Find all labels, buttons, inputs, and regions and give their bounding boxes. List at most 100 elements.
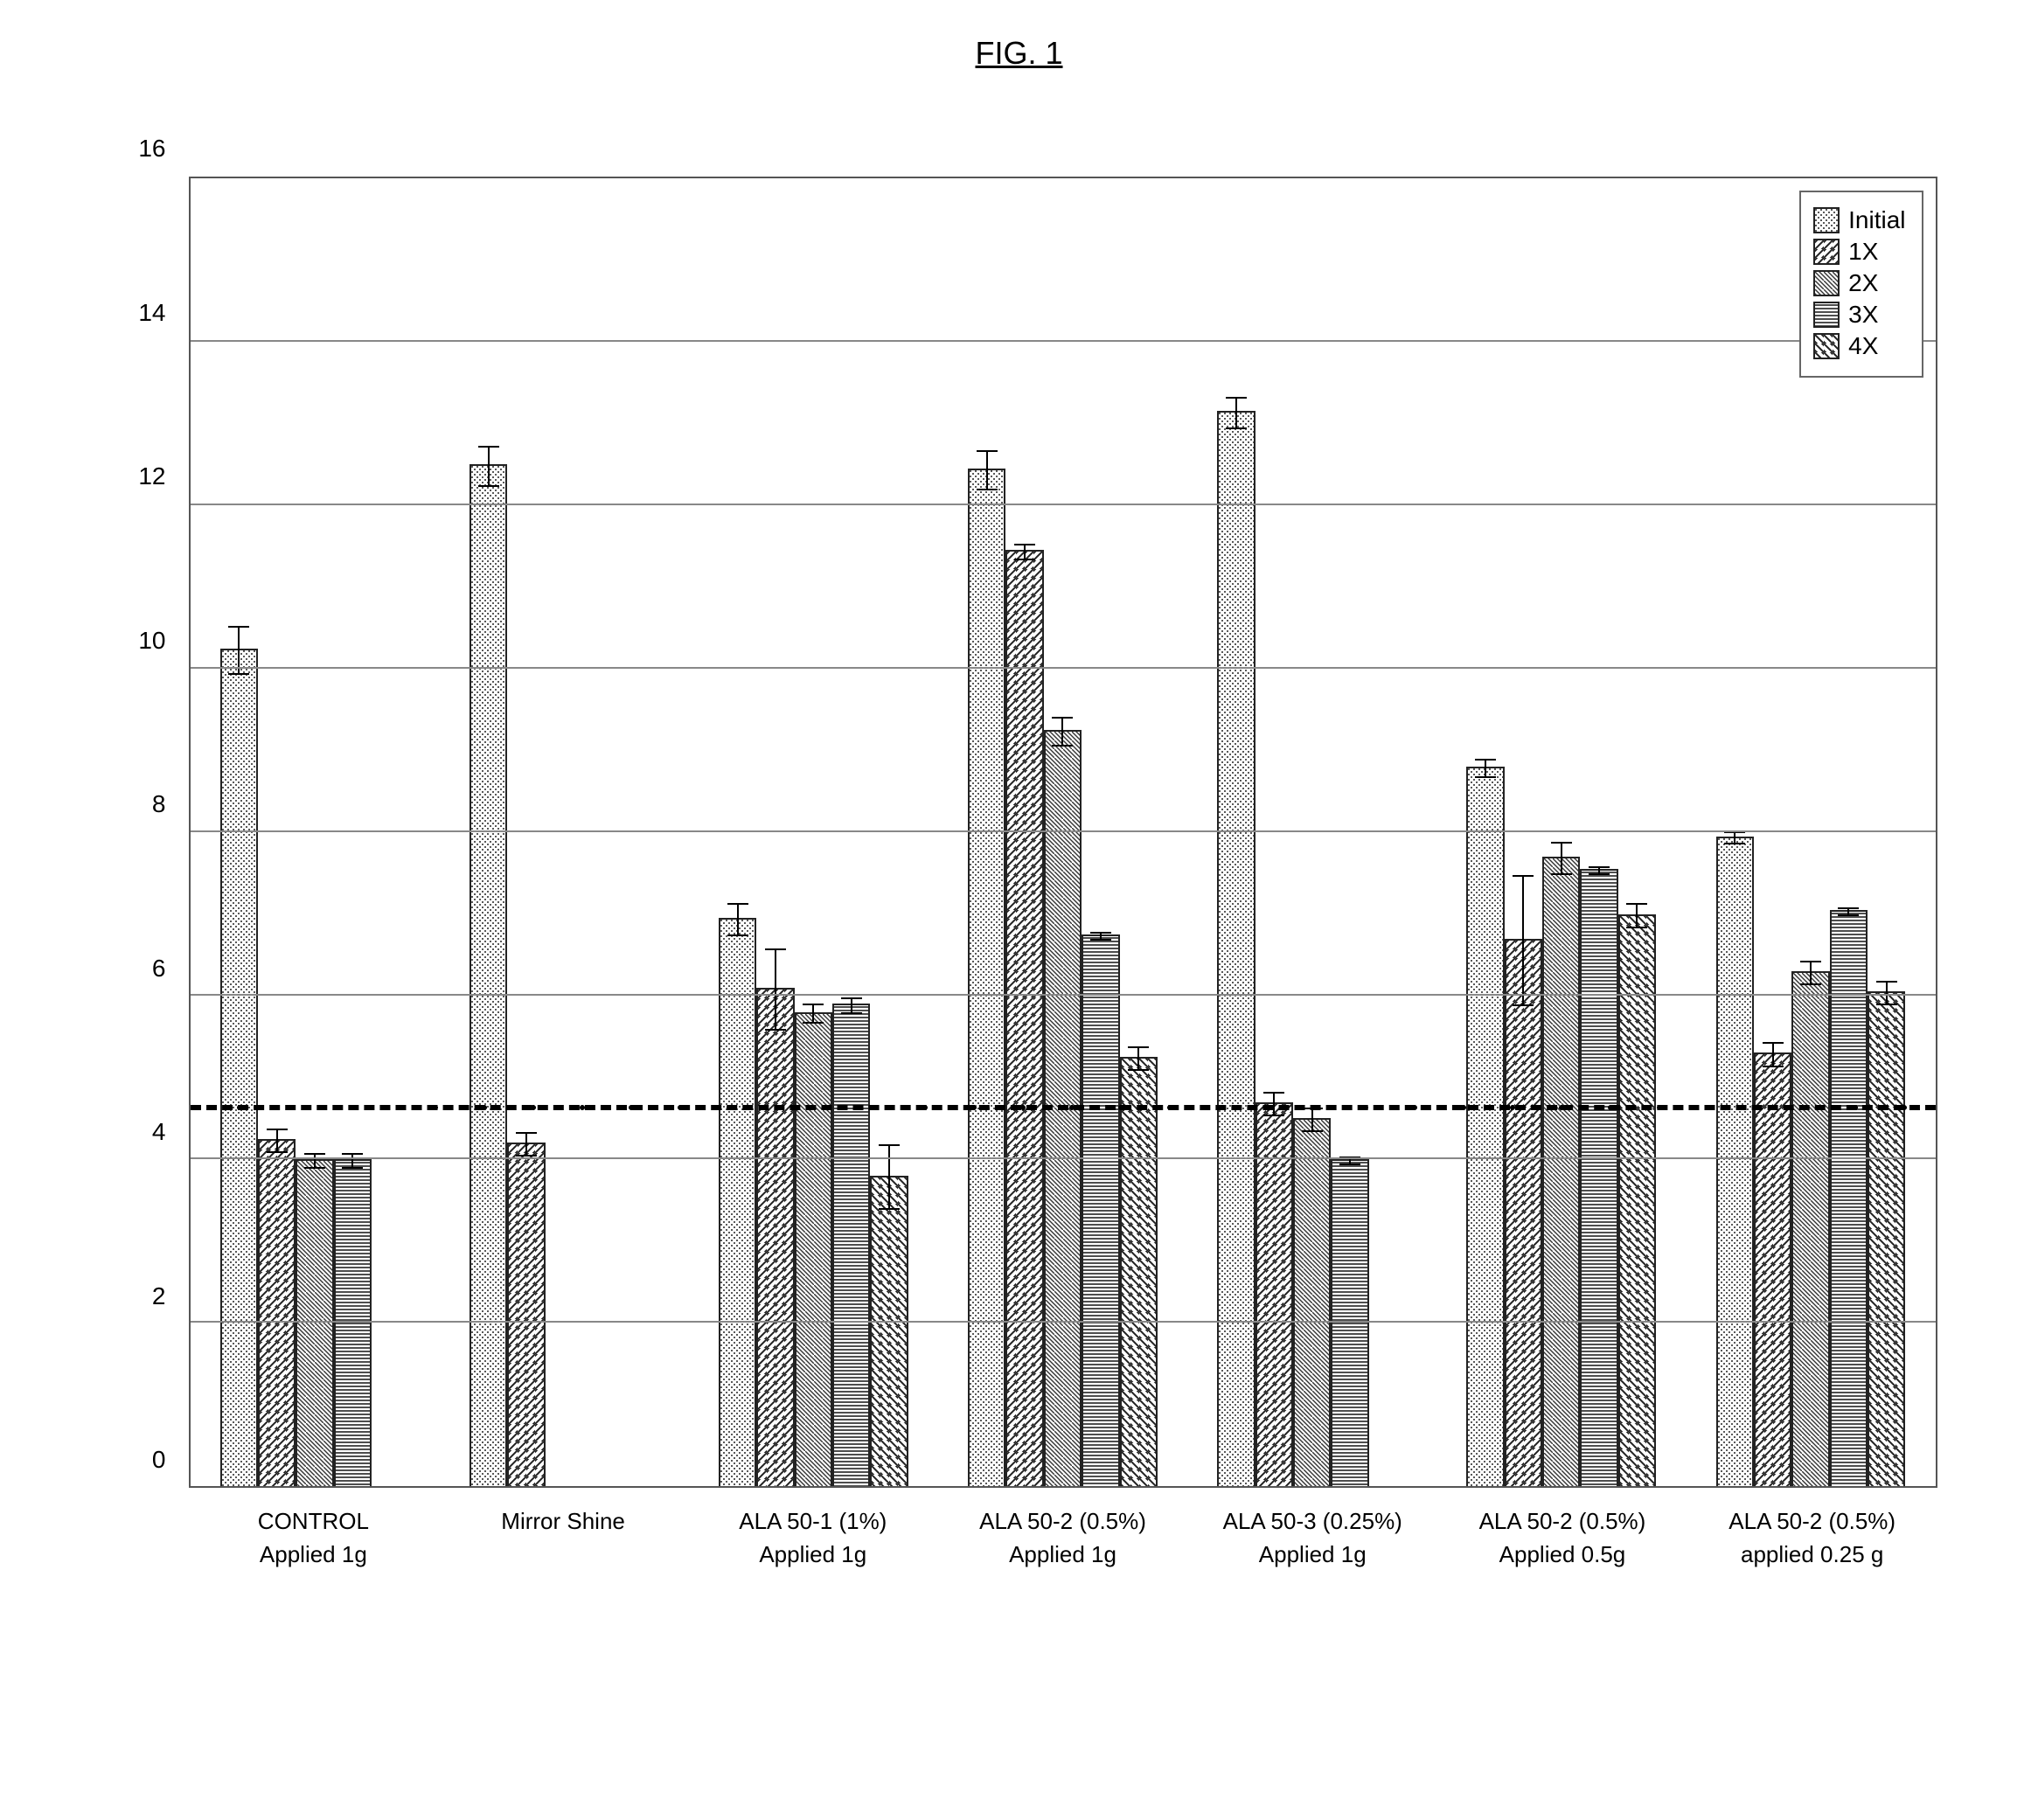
error-bar	[986, 450, 988, 491]
x-label-line1: CONTROL	[189, 1505, 439, 1539]
error-bar	[1235, 397, 1237, 430]
bar	[1580, 869, 1617, 1486]
bar-group	[440, 178, 689, 1486]
gridline	[191, 1321, 1936, 1323]
x-label-line1: Mirror Shine	[438, 1505, 688, 1539]
error-bar	[1772, 1042, 1774, 1066]
bar	[1716, 837, 1754, 1486]
legend-label: 3X	[1848, 301, 1878, 329]
bar	[719, 918, 756, 1486]
error-cap	[1014, 544, 1035, 545]
error-cap	[1339, 1164, 1360, 1165]
error-cap	[1513, 875, 1534, 877]
error-cap	[841, 1012, 862, 1014]
x-label-line2: Applied 1g	[688, 1539, 938, 1572]
legend-swatch	[1813, 207, 1840, 233]
error-cap	[977, 450, 998, 452]
error-cap	[1052, 745, 1073, 747]
error-cap	[765, 948, 786, 950]
bar-set	[719, 178, 908, 1486]
error-cap	[1626, 927, 1647, 928]
error-bar	[812, 1004, 814, 1024]
x-tick-label: ALA 50-2 (0.5%)Applied 1g	[938, 1488, 1188, 1571]
x-tick-label: ALA 50-2 (0.5%)applied 0.25 g	[1687, 1488, 1937, 1571]
bar	[220, 649, 258, 1486]
error-cap	[1551, 873, 1572, 875]
legend-item: 3X	[1813, 301, 1905, 329]
error-cap	[1876, 981, 1897, 983]
error-bar	[1061, 717, 1063, 747]
bar	[1255, 1102, 1293, 1486]
error-bar	[1561, 842, 1562, 875]
gridline	[191, 340, 1936, 342]
bar	[1505, 939, 1542, 1486]
bar	[258, 1139, 296, 1486]
x-label-line2: Applied 0.5g	[1437, 1539, 1687, 1572]
x-label-line1: ALA 50-3 (0.25%)	[1187, 1505, 1437, 1539]
gridline	[191, 504, 1936, 505]
bar	[1005, 550, 1043, 1486]
bar	[1791, 971, 1829, 1486]
gridline	[191, 1157, 1936, 1159]
error-bar	[1522, 875, 1524, 1006]
error-bar	[488, 446, 490, 487]
error-bar	[1137, 1046, 1139, 1071]
error-cap	[478, 446, 499, 448]
legend-swatch	[1813, 239, 1840, 265]
error-cap	[1513, 1004, 1534, 1006]
error-bar	[1311, 1108, 1313, 1132]
error-cap	[1090, 939, 1111, 941]
bar	[832, 1004, 870, 1486]
x-label-line1: ALA 50-1 (1%)	[688, 1505, 938, 1539]
legend-swatch	[1813, 333, 1840, 359]
gridline	[191, 994, 1936, 996]
bar-set	[470, 178, 659, 1486]
error-cap	[478, 485, 499, 487]
x-label-line2: applied 0.25 g	[1687, 1539, 1937, 1572]
error-cap	[1763, 1066, 1784, 1067]
bar-group	[689, 178, 938, 1486]
error-cap	[1475, 759, 1496, 761]
bar	[1331, 1159, 1368, 1486]
x-label-line2: Applied 1g	[938, 1539, 1188, 1572]
bar	[1082, 934, 1119, 1486]
x-tick-label: ALA 50-1 (1%)Applied 1g	[688, 1488, 938, 1571]
x-label-line1: ALA 50-2 (0.5%)	[1687, 1505, 1937, 1539]
y-tick-label: 10	[138, 627, 165, 655]
y-axis-labels: 0246810121416	[101, 177, 180, 1488]
bar-set	[1217, 178, 1407, 1486]
error-bar	[1636, 903, 1638, 927]
error-cap	[1838, 907, 1859, 909]
error-cap	[1052, 717, 1073, 719]
error-bar	[775, 948, 776, 1031]
legend-label: 4X	[1848, 332, 1878, 360]
error-cap	[727, 934, 748, 936]
x-label-line1: ALA 50-2 (0.5%)	[1437, 1505, 1687, 1539]
error-cap	[1226, 397, 1247, 399]
bar	[1293, 1118, 1331, 1486]
error-cap	[1589, 873, 1610, 875]
error-cap	[841, 997, 862, 999]
legend: Initial1X2X3X4X	[1799, 191, 1923, 378]
legend-item: 2X	[1813, 269, 1905, 297]
bar	[1120, 1057, 1158, 1486]
x-tick-label: CONTROLApplied 1g	[189, 1488, 439, 1571]
error-cap	[803, 1022, 824, 1024]
error-cap	[1876, 1004, 1897, 1005]
y-tick-label: 4	[152, 1118, 166, 1146]
bar	[1618, 914, 1656, 1487]
error-cap	[1724, 843, 1745, 844]
bar-groups	[191, 178, 1936, 1486]
error-cap	[267, 1129, 288, 1130]
error-bar	[1273, 1092, 1275, 1116]
y-tick-label: 8	[152, 790, 166, 818]
bar	[296, 1159, 333, 1486]
bar	[470, 464, 507, 1486]
bar	[1542, 857, 1580, 1486]
error-cap	[727, 903, 748, 905]
error-cap	[228, 673, 249, 675]
error-cap	[1226, 427, 1247, 429]
error-cap	[977, 489, 998, 490]
bar	[1868, 991, 1905, 1486]
error-cap	[1128, 1046, 1149, 1048]
